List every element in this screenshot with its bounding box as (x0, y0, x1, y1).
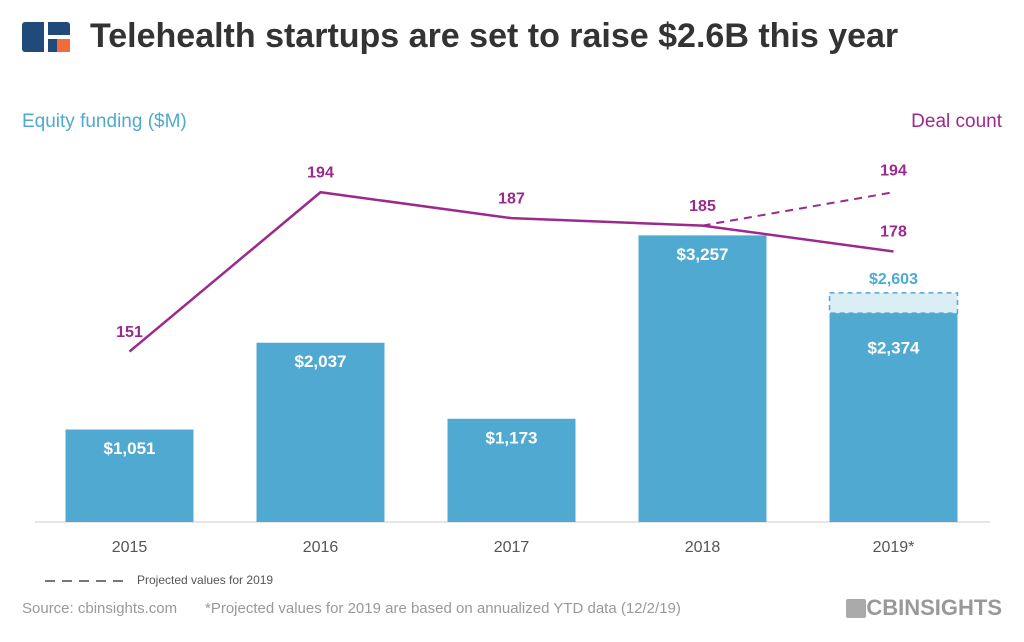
bar-value-label: $2,037 (295, 352, 347, 371)
bar-value-label: $1,173 (486, 428, 538, 447)
bar (447, 418, 576, 522)
point-label: 185 (689, 198, 716, 215)
line (128, 190, 894, 353)
brand: CBINSIGHTS (866, 595, 1002, 620)
y-axis-label: Equity funding ($M) (22, 111, 187, 132)
bar (65, 429, 194, 522)
x-tick-label: 2019* (873, 539, 915, 556)
bar-value-label: $1,051 (104, 439, 156, 458)
projected-line (702, 191, 894, 227)
bar (829, 313, 958, 522)
bar-value-label: $3,257 (677, 245, 729, 264)
bar (256, 342, 385, 522)
point-label: 194 (307, 164, 334, 181)
x-tick-label: 2017 (494, 539, 530, 556)
x-tick-label: 2015 (112, 539, 148, 556)
projected-point-label: 194 (880, 162, 907, 179)
chart-title: Telehealth startups are set to raise $2.… (90, 17, 898, 55)
bar (638, 235, 767, 522)
source: Source: cbinsights.com (22, 600, 177, 617)
projected-value-label: $2,603 (869, 271, 918, 288)
brand-logo (846, 599, 866, 618)
bar-value-label: $2,374 (868, 339, 921, 358)
x-tick-label: 2018 (685, 539, 721, 556)
point-label: 151 (116, 324, 143, 341)
legend-label: Projected values for 2019 (137, 573, 273, 587)
projected-bar (828, 292, 959, 314)
footnote: *Projected values for 2019 are based on … (205, 600, 681, 617)
point-label: 187 (498, 190, 525, 207)
logo (22, 22, 70, 52)
x-tick-label: 2016 (303, 539, 339, 556)
y2-axis-label: Deal count (911, 111, 1003, 132)
point-label: 178 (880, 224, 907, 241)
